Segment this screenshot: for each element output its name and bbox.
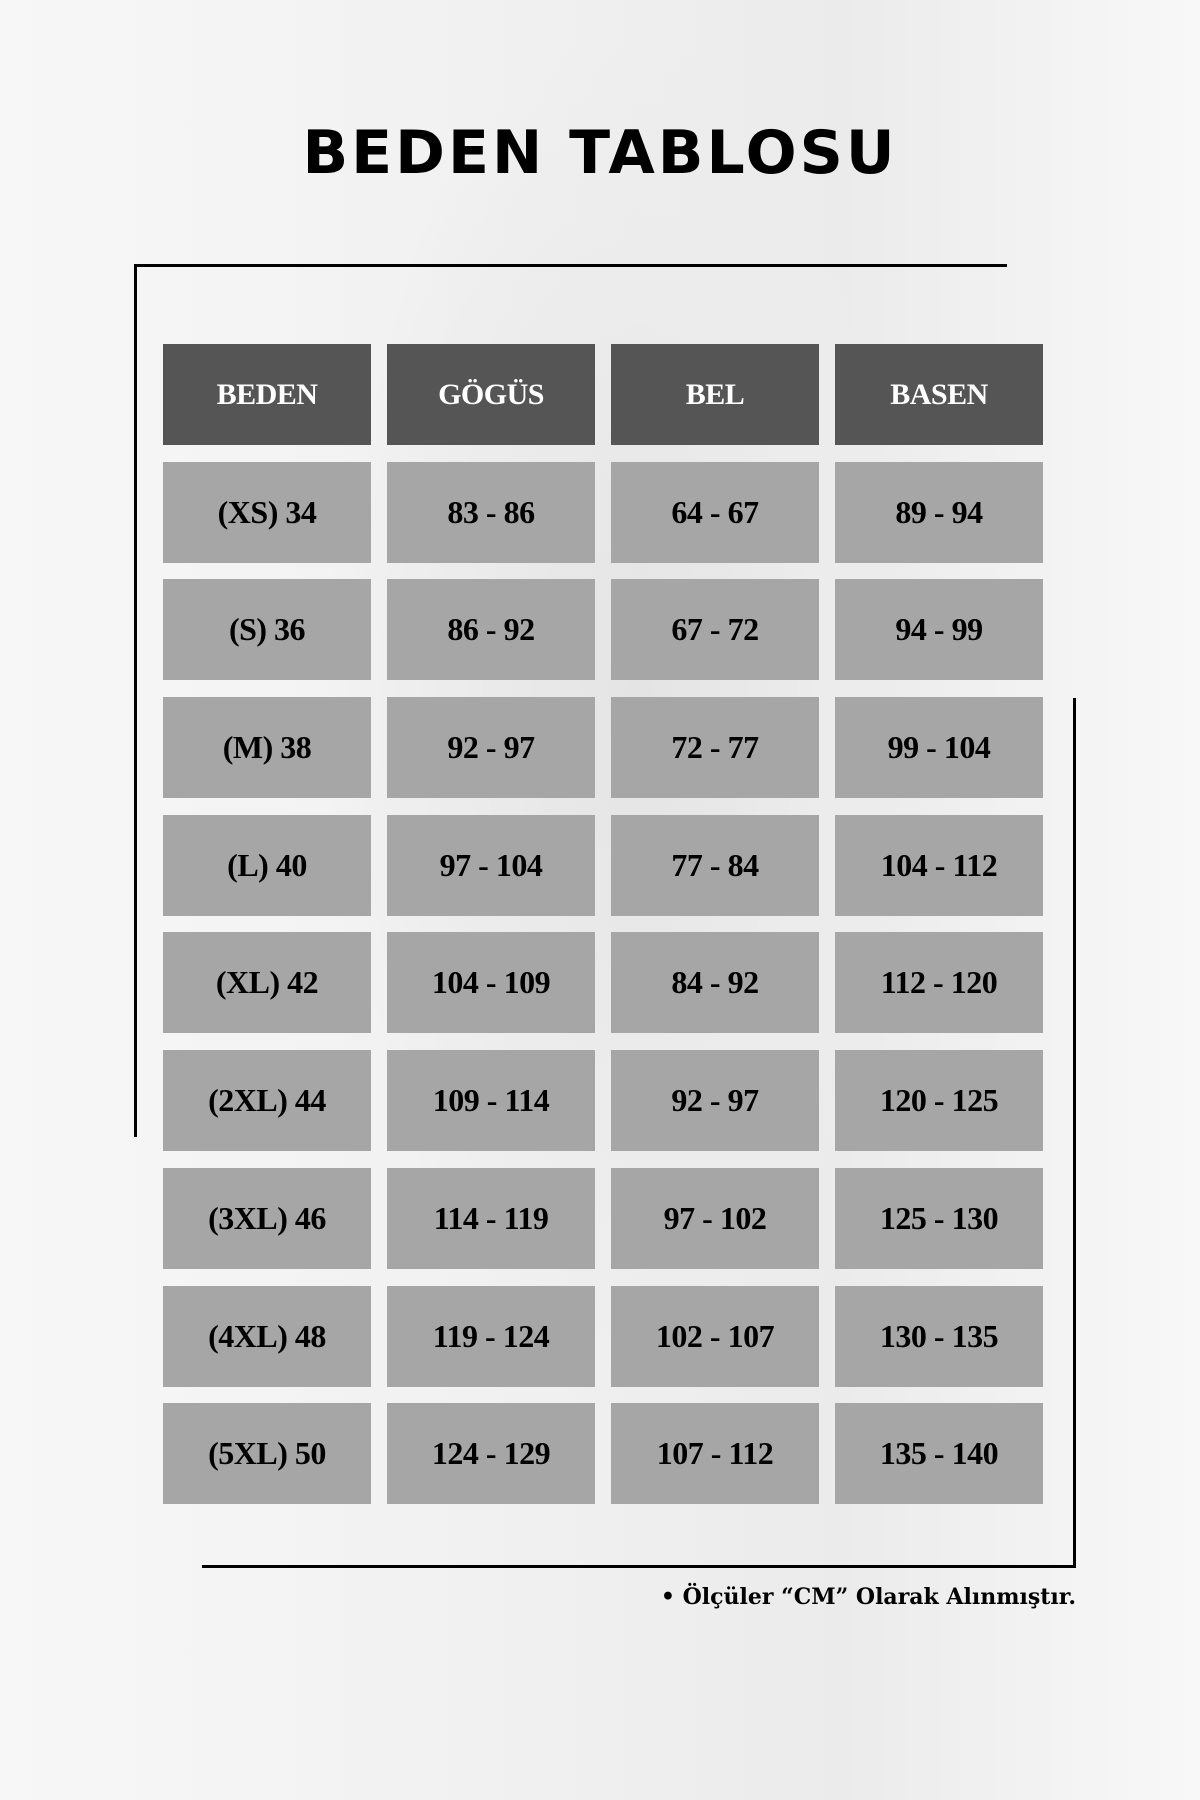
table-cell: 97 - 102 [611, 1167, 819, 1269]
table-cell: 125 - 130 [835, 1167, 1043, 1269]
table-cell: 86 - 92 [387, 579, 595, 681]
table-cell: 104 - 112 [835, 814, 1043, 916]
table-cell: (XS) 34 [163, 461, 371, 563]
table-cell: 99 - 104 [835, 697, 1043, 799]
table-cell: 84 - 92 [611, 932, 819, 1034]
table-cell: 97 - 104 [387, 814, 595, 916]
table-cell: (3XL) 46 [163, 1167, 371, 1269]
table-cell: 130 - 135 [835, 1285, 1043, 1387]
table-cell: 124 - 129 [387, 1403, 595, 1505]
table-cell: 64 - 67 [611, 461, 819, 563]
table-cell: 120 - 125 [835, 1050, 1043, 1152]
table-cell: 107 - 112 [611, 1403, 819, 1505]
table-cell: 89 - 94 [835, 461, 1043, 563]
table-cell: (4XL) 48 [163, 1285, 371, 1387]
frame-bottom-line [202, 1565, 1076, 1568]
table-cell: 83 - 86 [387, 461, 595, 563]
page-title: BEDEN TABLOSU [302, 118, 898, 188]
table-cell: (S) 36 [163, 579, 371, 681]
table-cell: 92 - 97 [387, 697, 595, 799]
table-cell: 119 - 124 [387, 1285, 595, 1387]
table-cell: (XL) 42 [163, 932, 371, 1034]
size-table: BEDEN GÖGÜS BEL BASEN (XS) 34 83 - 86 64 - 67 8… [163, 344, 1043, 1505]
table-cell: (5XL) 50 [163, 1403, 371, 1505]
table-cell: 104 - 109 [387, 932, 595, 1034]
table-header-cell: BEL [611, 344, 819, 445]
frame-right-line [1073, 698, 1076, 1568]
table-cell: 112 - 120 [835, 932, 1043, 1034]
table-cell: 92 - 97 [611, 1050, 819, 1152]
measurement-note: • Ölçüler “CM” Olarak Alınmıştır. [660, 1584, 1076, 1610]
table-cell: 135 - 140 [835, 1403, 1043, 1505]
table-cell: 102 - 107 [611, 1285, 819, 1387]
table-cell: 109 - 114 [387, 1050, 595, 1152]
table-cell: (2XL) 44 [163, 1050, 371, 1152]
table-header-cell: GÖGÜS [387, 344, 595, 445]
table-header-cell: BASEN [835, 344, 1043, 445]
table-cell: 72 - 77 [611, 697, 819, 799]
table-cell: (L) 40 [163, 814, 371, 916]
frame-left-line [134, 264, 137, 1137]
table-cell: (M) 38 [163, 697, 371, 799]
table-header-cell: BEDEN [163, 344, 371, 445]
frame-top-line [135, 264, 1007, 267]
table-cell: 94 - 99 [835, 579, 1043, 681]
table-cell: 77 - 84 [611, 814, 819, 916]
table-cell: 67 - 72 [611, 579, 819, 681]
table-cell: 114 - 119 [387, 1167, 595, 1269]
